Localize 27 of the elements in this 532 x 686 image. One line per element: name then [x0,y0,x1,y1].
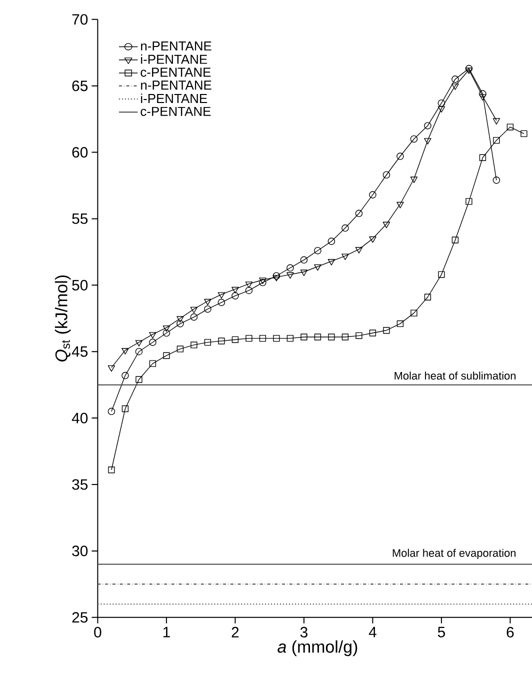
legend-label: n-PENTANE [141,42,212,50]
x-tick-label: 5 [438,626,445,638]
y-tick-label: 45 [72,346,88,357]
legend-label: n-PENTANE [141,80,212,90]
x-tick-label: 3 [300,626,308,638]
annotation: Molar heat of evaporation [392,548,516,560]
x-tick-label: 6 [506,626,514,638]
y-tick-label: 60 [72,146,88,158]
legend-label: i-PENTANE [141,94,208,103]
annotation: Molar heat of sublimation [394,372,516,380]
y-tick-label: 25 [72,612,88,623]
y-tick-label: 65 [72,80,88,92]
y-tick-label: 35 [72,479,88,490]
y-tick-label: 30 [72,546,88,556]
legend-label: c-PENTANE [140,106,211,116]
y-axis-title: Q$_{st}$ (kJ/mol) [54,276,71,362]
y-tick-label: 70 [72,14,88,25]
x-axis-title: a (mmol/g) [278,640,358,656]
legend-label: c-PENTANE [140,68,211,77]
x-tick-label: 2 [232,626,239,638]
x-tick-label: 4 [368,626,376,638]
x-tick-label: 0 [94,626,102,638]
y-tick-label: 50 [72,280,88,290]
y-tick-label: 55 [72,214,88,224]
y-tick-label: 40 [72,412,88,424]
legend-label: i-PENTANE [141,54,208,64]
x-tick-label: 1 [163,626,170,638]
